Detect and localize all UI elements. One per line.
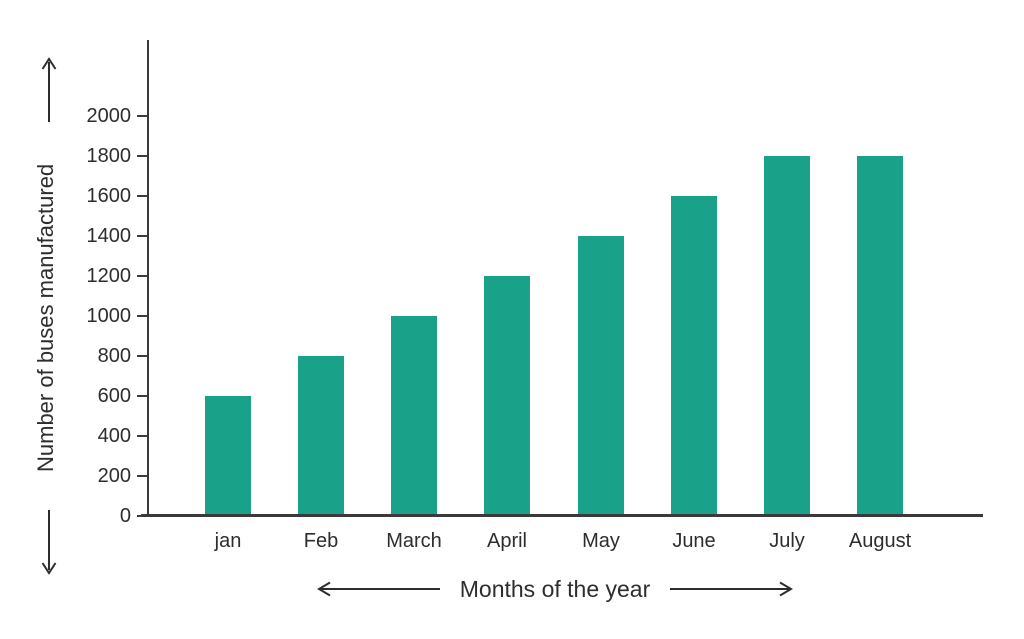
y-axis-tick <box>137 435 147 437</box>
bar-March <box>391 316 437 514</box>
y-axis-tick-label: 1400 <box>86 225 132 247</box>
y-axis-tick <box>137 395 147 397</box>
y-axis-tick-label: 1800 <box>86 145 132 167</box>
bar-August <box>857 156 903 514</box>
x-axis-left-arrow-icon <box>317 581 440 597</box>
y-axis-tick <box>137 355 147 357</box>
bar-jan <box>205 396 251 514</box>
x-axis-tick-label: August <box>848 530 912 552</box>
x-axis-tick-label: Feb <box>303 530 339 552</box>
y-axis-tick <box>137 155 147 157</box>
bar-June <box>671 196 717 514</box>
y-axis-line <box>147 40 149 517</box>
y-axis-tick-label: 400 <box>97 425 131 447</box>
x-axis-tick-label: July <box>769 530 805 552</box>
x-axis-tick-label: April <box>486 530 527 552</box>
y-axis-tick <box>137 275 147 277</box>
x-axis-right-arrow-icon <box>670 581 793 597</box>
bar-April <box>484 276 530 514</box>
y-axis-tick-label: 1200 <box>86 265 132 287</box>
x-axis-tick-label: June <box>672 530 716 552</box>
y-axis-tick <box>137 315 147 317</box>
y-axis-tick-label: 1600 <box>86 185 132 207</box>
bar-July <box>764 156 810 514</box>
bar-May <box>578 236 624 514</box>
x-axis-tick-label: May <box>582 530 620 552</box>
x-axis-line <box>141 514 983 517</box>
y-axis-tick <box>137 515 147 517</box>
y-axis-tick <box>137 475 147 477</box>
y-axis-tick-label: 1000 <box>86 305 132 327</box>
y-axis-tick-label: 2000 <box>86 105 132 127</box>
x-axis-tick-label: jan <box>214 530 242 552</box>
x-axis-tick-label: March <box>386 530 442 552</box>
y-axis-up-arrow-icon <box>41 57 57 122</box>
x-axis-caption: Months of the year <box>316 575 794 603</box>
y-axis-tick-label: 800 <box>97 345 131 367</box>
bar-Feb <box>298 356 344 514</box>
y-axis-tick-label: 600 <box>97 385 131 407</box>
y-axis-tick-label: 200 <box>97 465 131 487</box>
y-axis-down-arrow-icon <box>41 510 57 575</box>
y-axis-tick <box>137 115 147 117</box>
x-axis-title: Months of the year <box>459 575 651 602</box>
y-axis-tick <box>137 235 147 237</box>
y-axis-tick <box>137 195 147 197</box>
y-axis-tick-label: 0 <box>119 505 131 527</box>
